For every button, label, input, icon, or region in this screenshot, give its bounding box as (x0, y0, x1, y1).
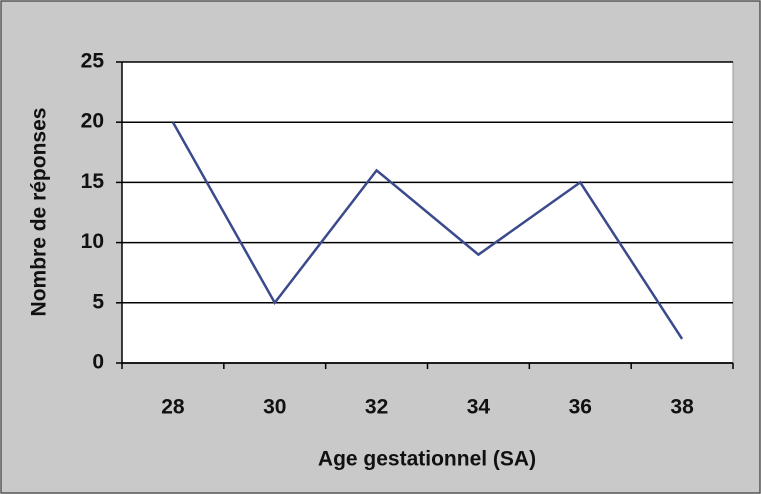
x-tick-label: 30 (263, 396, 286, 419)
data-line (171, 121, 684, 340)
y-tick-label: 10 (81, 230, 104, 253)
y-tick-label: 25 (81, 50, 105, 73)
y-tick-label: 20 (81, 110, 104, 133)
x-tick-label: 38 (670, 396, 694, 419)
x-tick-label: 32 (365, 396, 388, 419)
x-tick-label: 28 (161, 396, 185, 419)
x-tick-label: 36 (569, 396, 592, 419)
y-tick-label: 15 (81, 170, 105, 193)
x-tick-label: 34 (467, 396, 491, 419)
y-tick-label: 0 (92, 351, 104, 374)
y-tick-label: 5 (92, 290, 104, 313)
y-axis-title: Nombre de réponses (28, 108, 51, 317)
x-axis-title: Age gestationnel (SA) (318, 448, 536, 471)
